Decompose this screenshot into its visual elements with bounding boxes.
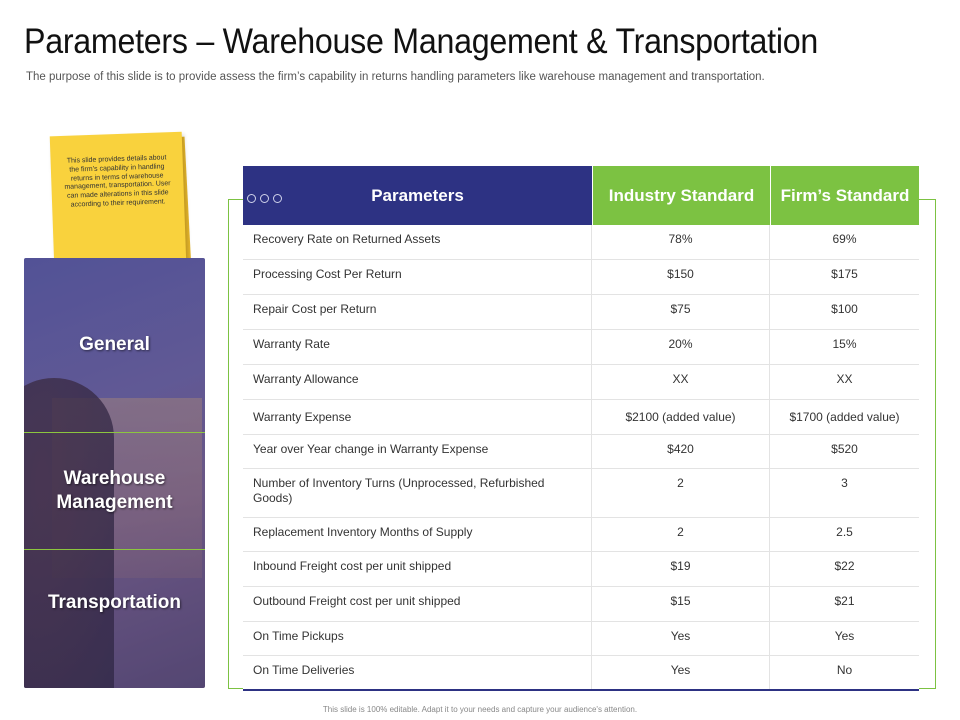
cell-industry: XX xyxy=(592,365,770,399)
table-row: On Time Deliveries Yes No xyxy=(243,656,919,689)
cell-firm: 15% xyxy=(832,337,857,351)
cell-industry: $19 xyxy=(592,552,770,586)
cell-firm: XX xyxy=(836,372,853,386)
sticky-note: This slide provides details about the fi… xyxy=(49,131,187,269)
table-row: Replacement Inventory Months of Supply 2… xyxy=(243,518,919,552)
table-row: Year over Year change in Warranty Expens… xyxy=(243,435,919,469)
cell-parameter: Outbound Freight cost per unit shipped xyxy=(243,587,592,621)
cell-parameter: Recovery Rate on Returned Assets xyxy=(243,225,592,259)
section-transportation-label: Transportation xyxy=(47,592,181,613)
cell-firm: 2.5 xyxy=(836,525,853,539)
cell-industry: $2100 (added value) xyxy=(592,400,770,434)
table-row: Warranty Allowance XX XX xyxy=(243,365,919,400)
cell-industry: 78% xyxy=(592,225,770,259)
table-bottom-border xyxy=(243,689,919,691)
cell-industry: 20% xyxy=(592,330,770,364)
header-industry-label: Industry Standard xyxy=(608,185,755,205)
header-parameters: Parameters xyxy=(243,166,592,225)
cell-parameter: Repair Cost per Return xyxy=(243,295,592,329)
table-row: Processing Cost Per Return $150 $175 xyxy=(243,260,919,295)
section-panel: General Warehouse Management Transportat… xyxy=(24,258,205,688)
cell-industry: 2 xyxy=(592,469,770,517)
panel-figure-image xyxy=(24,378,114,688)
cell-parameter: On Time Deliveries xyxy=(243,656,592,689)
table-row: Recovery Rate on Returned Assets 78% 69% xyxy=(243,225,919,260)
cell-parameter: Inbound Freight cost per unit shipped xyxy=(243,552,592,586)
table-row: Warranty Rate 20% 15% xyxy=(243,330,919,365)
table-row: Inbound Freight cost per unit shipped $1… xyxy=(243,552,919,587)
cell-firm: $22 xyxy=(834,559,855,573)
table-row: Repair Cost per Return $75 $100 xyxy=(243,295,919,330)
section-warehouse: Warehouse Management xyxy=(24,433,205,549)
table-row: Number of Inventory Turns (Unprocessed, … xyxy=(243,469,919,518)
section-warehouse-label: Warehouse Management xyxy=(56,468,173,513)
cell-firm: $1700 (added value) xyxy=(789,410,900,424)
section-divider xyxy=(24,432,205,433)
header-parameters-label: Parameters xyxy=(371,185,464,205)
cell-industry: $420 xyxy=(592,435,770,468)
cell-firm: $100 xyxy=(831,302,858,316)
header-industry-standard: Industry Standard xyxy=(592,166,770,225)
page-title: Parameters – Warehouse Management & Tran… xyxy=(24,22,819,61)
panel-overlay xyxy=(24,258,205,688)
cell-firm: No xyxy=(836,663,853,677)
page-subtitle: The purpose of this slide is to provide … xyxy=(26,71,765,83)
cell-firm: $175 xyxy=(831,267,858,281)
cell-firm: 3 xyxy=(841,476,848,490)
section-transportation: Transportation xyxy=(24,550,205,656)
header-firms-standard: Firm’s Standard xyxy=(770,166,919,225)
cell-industry: Yes xyxy=(592,622,770,655)
parameters-table: Parameters Industry Standard Firm’s Stan… xyxy=(243,166,919,691)
table-header-row: Parameters Industry Standard Firm’s Stan… xyxy=(243,166,919,225)
cell-industry: Yes xyxy=(592,656,770,689)
cell-parameter: Year over Year change in Warranty Expens… xyxy=(243,435,592,468)
section-general: General xyxy=(24,258,205,432)
sticky-note-text: This slide provides details about the fi… xyxy=(64,154,171,209)
table-row: On Time Pickups Yes Yes xyxy=(243,622,919,656)
cell-parameter: Warranty Rate xyxy=(243,330,592,364)
footer-note: This slide is 100% editable. Adapt it to… xyxy=(322,705,638,714)
table-row: Warranty Expense $2100 (added value) $17… xyxy=(243,400,919,435)
cell-parameter: Processing Cost Per Return xyxy=(243,260,592,294)
cell-parameter: Warranty Expense xyxy=(243,400,592,434)
cell-industry: $75 xyxy=(592,295,770,329)
cell-parameter: Replacement Inventory Months of Supply xyxy=(243,518,592,551)
cell-firm: $520 xyxy=(831,442,858,456)
cell-industry: $150 xyxy=(592,260,770,294)
cell-parameter: Number of Inventory Turns (Unprocessed, … xyxy=(243,469,592,517)
cell-firm: $21 xyxy=(834,594,855,608)
cell-firm: Yes xyxy=(834,629,855,643)
table-row: Outbound Freight cost per unit shipped $… xyxy=(243,587,919,622)
cell-industry: 2 xyxy=(592,518,770,551)
cell-parameter: On Time Pickups xyxy=(243,622,592,655)
header-firms-label: Firm’s Standard xyxy=(780,185,910,205)
section-divider xyxy=(24,549,205,550)
cell-parameter: Warranty Allowance xyxy=(243,365,592,399)
section-general-label: General xyxy=(79,334,150,355)
dots-decoration xyxy=(247,194,282,203)
cell-industry: $15 xyxy=(592,587,770,621)
cell-firm: 69% xyxy=(832,232,857,246)
